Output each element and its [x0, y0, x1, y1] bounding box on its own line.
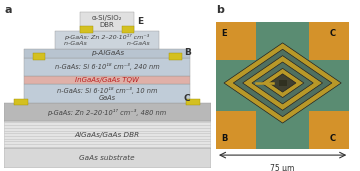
- Bar: [309, 22, 349, 60]
- Text: a: a: [4, 5, 12, 15]
- Bar: [122, 26, 134, 32]
- Text: n-GaAs: Si 6·10¹⁸ cm⁻³, 10 nm
GaAs: n-GaAs: Si 6·10¹⁸ cm⁻³, 10 nm GaAs: [57, 87, 157, 101]
- Bar: [4, 103, 211, 121]
- Bar: [14, 99, 28, 105]
- Bar: [55, 31, 159, 49]
- Text: p-AlGaAs: p-AlGaAs: [90, 50, 124, 56]
- Bar: [186, 99, 200, 105]
- Polygon shape: [269, 74, 296, 92]
- Bar: [80, 12, 134, 31]
- Text: p-GaAs: Zn 2–20·10¹⁷ cm⁻³
n-GaAs                    n-GaAs: p-GaAs: Zn 2–20·10¹⁷ cm⁻³ n-GaAs n-GaAs: [64, 34, 150, 46]
- Bar: [33, 53, 45, 60]
- Text: E: E: [221, 29, 227, 38]
- Polygon shape: [252, 62, 313, 104]
- Text: AlGaAs/GaAs DBR: AlGaAs/GaAs DBR: [75, 132, 140, 138]
- Bar: [24, 58, 190, 76]
- Text: p-GaAs: Zn 2–20·10¹⁷ cm⁻³, 480 nm: p-GaAs: Zn 2–20·10¹⁷ cm⁻³, 480 nm: [48, 109, 167, 116]
- Text: α-Si/SiO₂
DBR: α-Si/SiO₂ DBR: [92, 15, 122, 28]
- Bar: [24, 84, 190, 103]
- Text: C: C: [329, 134, 336, 143]
- Polygon shape: [261, 68, 304, 97]
- Bar: [169, 53, 182, 60]
- Polygon shape: [243, 56, 323, 110]
- Bar: [80, 26, 93, 32]
- Bar: [309, 111, 349, 149]
- Text: C: C: [184, 94, 190, 103]
- Text: GaAs substrate: GaAs substrate: [79, 155, 135, 161]
- Text: b: b: [216, 5, 224, 15]
- Bar: [216, 22, 256, 60]
- Text: B: B: [221, 134, 228, 143]
- Text: InGaAs/GaAs TQW: InGaAs/GaAs TQW: [75, 77, 139, 83]
- Bar: [4, 148, 211, 168]
- Text: E: E: [137, 17, 143, 26]
- Polygon shape: [224, 43, 341, 123]
- Bar: [4, 121, 211, 148]
- Bar: [216, 111, 256, 149]
- Text: B: B: [184, 48, 190, 57]
- Text: 75 μm: 75 μm: [270, 164, 295, 171]
- Text: C: C: [329, 29, 336, 38]
- Bar: [279, 80, 287, 86]
- Text: n-GaAs: Si 6·10¹⁸ cm⁻³, 240 nm: n-GaAs: Si 6·10¹⁸ cm⁻³, 240 nm: [55, 63, 159, 70]
- Bar: [24, 76, 190, 84]
- Bar: [24, 49, 190, 58]
- Polygon shape: [233, 49, 332, 117]
